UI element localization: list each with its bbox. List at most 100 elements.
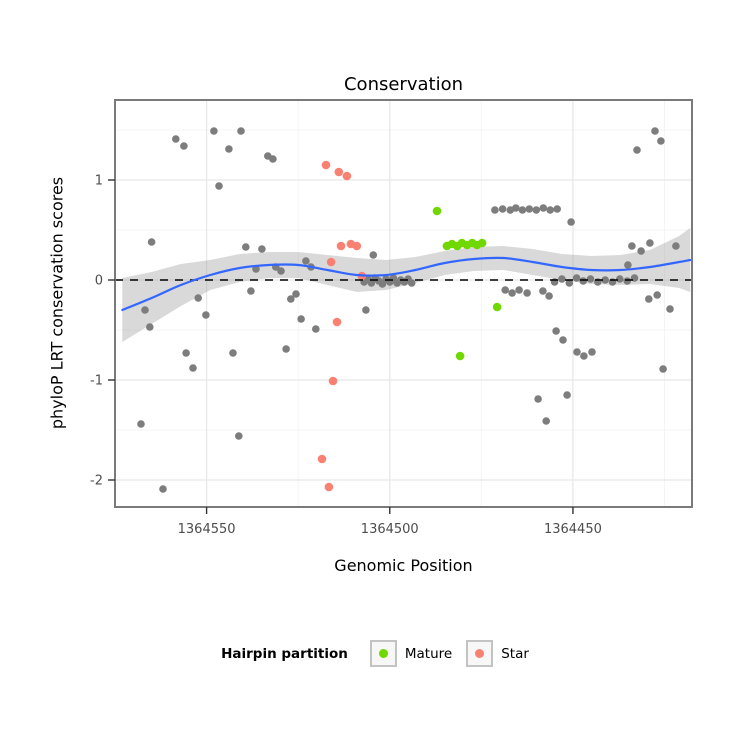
legend: Hairpin partition Mature Star [0,640,750,667]
legend-label-star: Star [501,645,529,662]
point-other [147,238,156,246]
point-other [498,205,507,213]
point-other [491,206,499,214]
point-other [579,277,587,285]
star-point-icon [475,649,485,658]
point-other [210,127,218,135]
point-other [588,348,596,356]
point-other [532,206,541,214]
mature-point-icon [378,649,388,658]
point-other [407,279,416,287]
x-tick-label: 1364450 [544,522,602,537]
point-other [189,364,197,372]
point-Star [352,241,362,251]
point-other [515,286,523,294]
y-tick-label: 1 [95,174,103,189]
point-other [545,292,553,300]
point-other [552,327,560,335]
point-Star [332,317,342,327]
gridlines [115,100,692,507]
point-other [282,345,290,353]
point-other [229,349,237,357]
point-other [523,289,531,297]
point-other [672,242,680,250]
legend-key-star [466,640,494,667]
point-other [508,289,516,297]
point-Mature [455,351,465,361]
point-other [659,365,667,373]
point-other [501,286,510,294]
point-other [287,295,295,303]
series-Mature [432,206,502,361]
point-other [215,182,223,190]
point-Star [328,376,338,386]
point-other [137,420,145,428]
point-other [573,348,581,356]
point-other [567,218,575,226]
point-Star [317,454,327,464]
point-other [182,349,190,357]
point-other [580,352,588,360]
point-other [512,204,520,212]
point-other [297,315,305,323]
point-other [563,391,571,399]
point-other [235,432,243,440]
panel-border [114,99,693,508]
point-Mature [477,238,487,248]
x-axis-label: Genomic Position [334,556,473,575]
point-other [312,325,320,333]
point-other [277,267,285,275]
point-other [269,155,277,163]
y-tick-label: 0 [95,274,103,289]
point-other [194,294,202,302]
point-other [362,306,370,314]
point-other [202,311,210,319]
point-other [159,485,167,493]
point-other [525,205,534,213]
point-other [247,287,255,295]
point-Star [334,167,344,177]
point-other [628,242,636,250]
point-other [369,251,378,259]
point-other [651,127,659,135]
point-other [225,145,233,153]
point-other [645,295,653,303]
point-other [559,336,567,344]
y-tick-label: -2 [90,474,103,489]
legend-item-star: Star [466,640,529,667]
point-other [565,279,574,287]
point-other [637,247,645,255]
point-other [586,275,595,283]
point-other [258,245,266,253]
point-other [572,274,581,282]
chart-title: Conservation [343,74,463,95]
point-other [653,291,661,299]
point-other [657,137,665,145]
x-tick-label: 1364550 [178,522,236,537]
point-other [180,142,188,150]
point-other [623,277,631,285]
point-other [237,127,245,135]
point-other [553,205,561,213]
point-Mature [432,206,442,216]
legend-item-mature: Mature [369,640,453,667]
point-other [539,204,548,212]
point-Star [326,257,336,267]
point-other [292,290,300,298]
point-other [141,306,149,314]
legend-label-mature: Mature [404,645,453,662]
point-other [633,146,641,154]
point-other [542,417,550,425]
point-Mature [492,302,502,312]
y-axis-label: phyloP LRT conservation scores [47,176,67,430]
point-Star [342,171,352,181]
point-Star [321,160,331,170]
legend-title: Hairpin partition [221,645,348,662]
smooth-line [121,256,692,312]
point-other [302,257,310,265]
point-other [242,243,250,251]
point-other [546,206,554,214]
point-other [666,305,674,313]
legend-key-mature [369,640,397,667]
